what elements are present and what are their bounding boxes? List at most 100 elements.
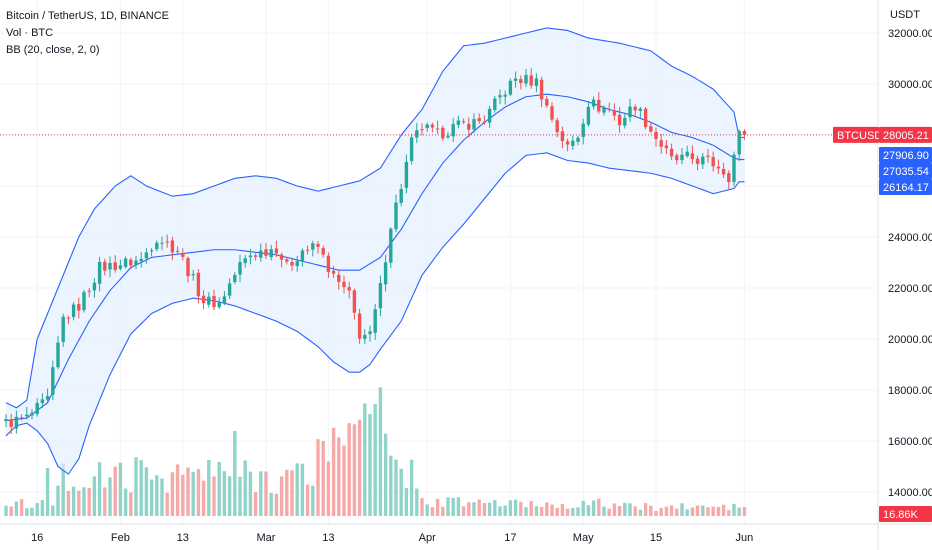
volume-indicator-label[interactable]: Vol · BTC [6,27,54,39]
volume-bar [581,500,585,516]
candlesticks [4,68,747,435]
candle-body [695,158,700,164]
candle-body [170,240,175,253]
candle-body [477,118,481,122]
candle-body [149,250,154,252]
bollinger-upper-line [5,27,745,409]
candle-body [560,131,565,142]
candle-body [415,130,419,138]
candle-body [227,283,232,296]
candle-body [482,121,487,123]
candle-body [451,124,455,137]
volume-bar [591,500,596,516]
volume-bar [331,427,336,516]
volume-bar [571,508,575,516]
candle-body [383,262,388,285]
volume-bar [643,503,648,516]
price-tick-label: 14000.00 [888,487,932,499]
volume-bar [404,487,409,516]
price-tick-label: 22000.00 [888,283,932,295]
candle-body [467,123,471,130]
volume-bar [82,487,86,516]
volume-bar [196,469,201,516]
candle-body [66,317,71,319]
candle-body [160,242,164,244]
volume-bar [248,471,253,516]
volume-bar [337,437,341,516]
volume-bar [222,471,227,516]
volume-bar [71,486,76,516]
volume-bar [165,492,169,516]
symbol-title[interactable]: Bitcoin / TetherUS, 1D, BINANCE [6,10,170,22]
candle-body [191,274,195,276]
candle-body [680,154,684,161]
candle-body [565,141,570,145]
candle-body [576,137,580,142]
upper-band-tag: 27906.90 [879,147,932,163]
candle-body [331,270,336,274]
time-axis[interactable]: 16 Feb 13 Mar 13 Apr 17 May 15 Jun [31,532,753,544]
volume-bar [534,506,539,516]
candle-body [701,156,705,165]
volume-bar [701,505,705,516]
price-tick-label: 32000.00 [888,28,932,40]
time-tick-label: 13 [177,532,189,544]
volume-bar [565,508,570,516]
basis-tag-text: 27035.54 [883,166,929,178]
last-price-tag: 28005.21 [879,126,932,143]
candle-body [586,106,591,125]
candle-body [529,75,533,86]
volume-bar [409,459,414,516]
price-axis[interactable]: USDT 32000.00 30000.00 24000.00 22000.00 200… [888,9,932,499]
candle-body [30,412,34,416]
candle-body [617,114,622,126]
candle-body [233,274,237,283]
volume-bar [446,497,450,516]
volume-bar [264,471,268,516]
candle-body [342,281,346,288]
volume-tag: 16.86K [879,506,932,522]
candle-body [212,295,216,308]
last-price-tag-bg [879,126,932,143]
candle-body [435,128,440,130]
candle-body [92,282,97,291]
volume-bar [389,455,393,516]
volume-bar [659,508,663,516]
volume-bar [66,490,71,516]
candle-body [56,342,60,368]
candle-body [165,241,169,243]
volume-bar [498,506,502,516]
volume-bar [560,503,565,516]
candle-body [503,94,507,97]
candle-body [461,121,466,123]
volume-tag-bg [879,506,932,522]
candle-body [347,287,351,291]
time-tick-label: 15 [650,532,662,544]
volume-bar [269,492,273,516]
candle-body [77,304,81,311]
candle-body [654,131,658,140]
basis-tag-bg [879,163,932,179]
volume-bar [721,504,726,516]
candle-body [623,117,627,126]
candle-body [352,290,357,313]
volume-bar [669,505,674,516]
volume-bar [716,506,721,516]
candle-body [649,126,653,132]
candle-body [633,106,637,111]
candle-body [727,173,731,183]
volume-bar [290,470,294,516]
candle-body [134,260,138,265]
candle-body [706,155,710,157]
symbol-tag: BTCUSDT [833,126,889,143]
volume-bar [155,475,159,516]
volume-bar [524,507,528,516]
bollinger-indicator-label[interactable]: BB (20, close, 2, 0) [6,44,100,56]
volume-bar [35,503,39,516]
candle-body [716,166,721,169]
volume-bar [181,474,185,516]
volume-bar [233,431,237,516]
candle-body [9,419,13,427]
volume-bar [316,439,320,516]
